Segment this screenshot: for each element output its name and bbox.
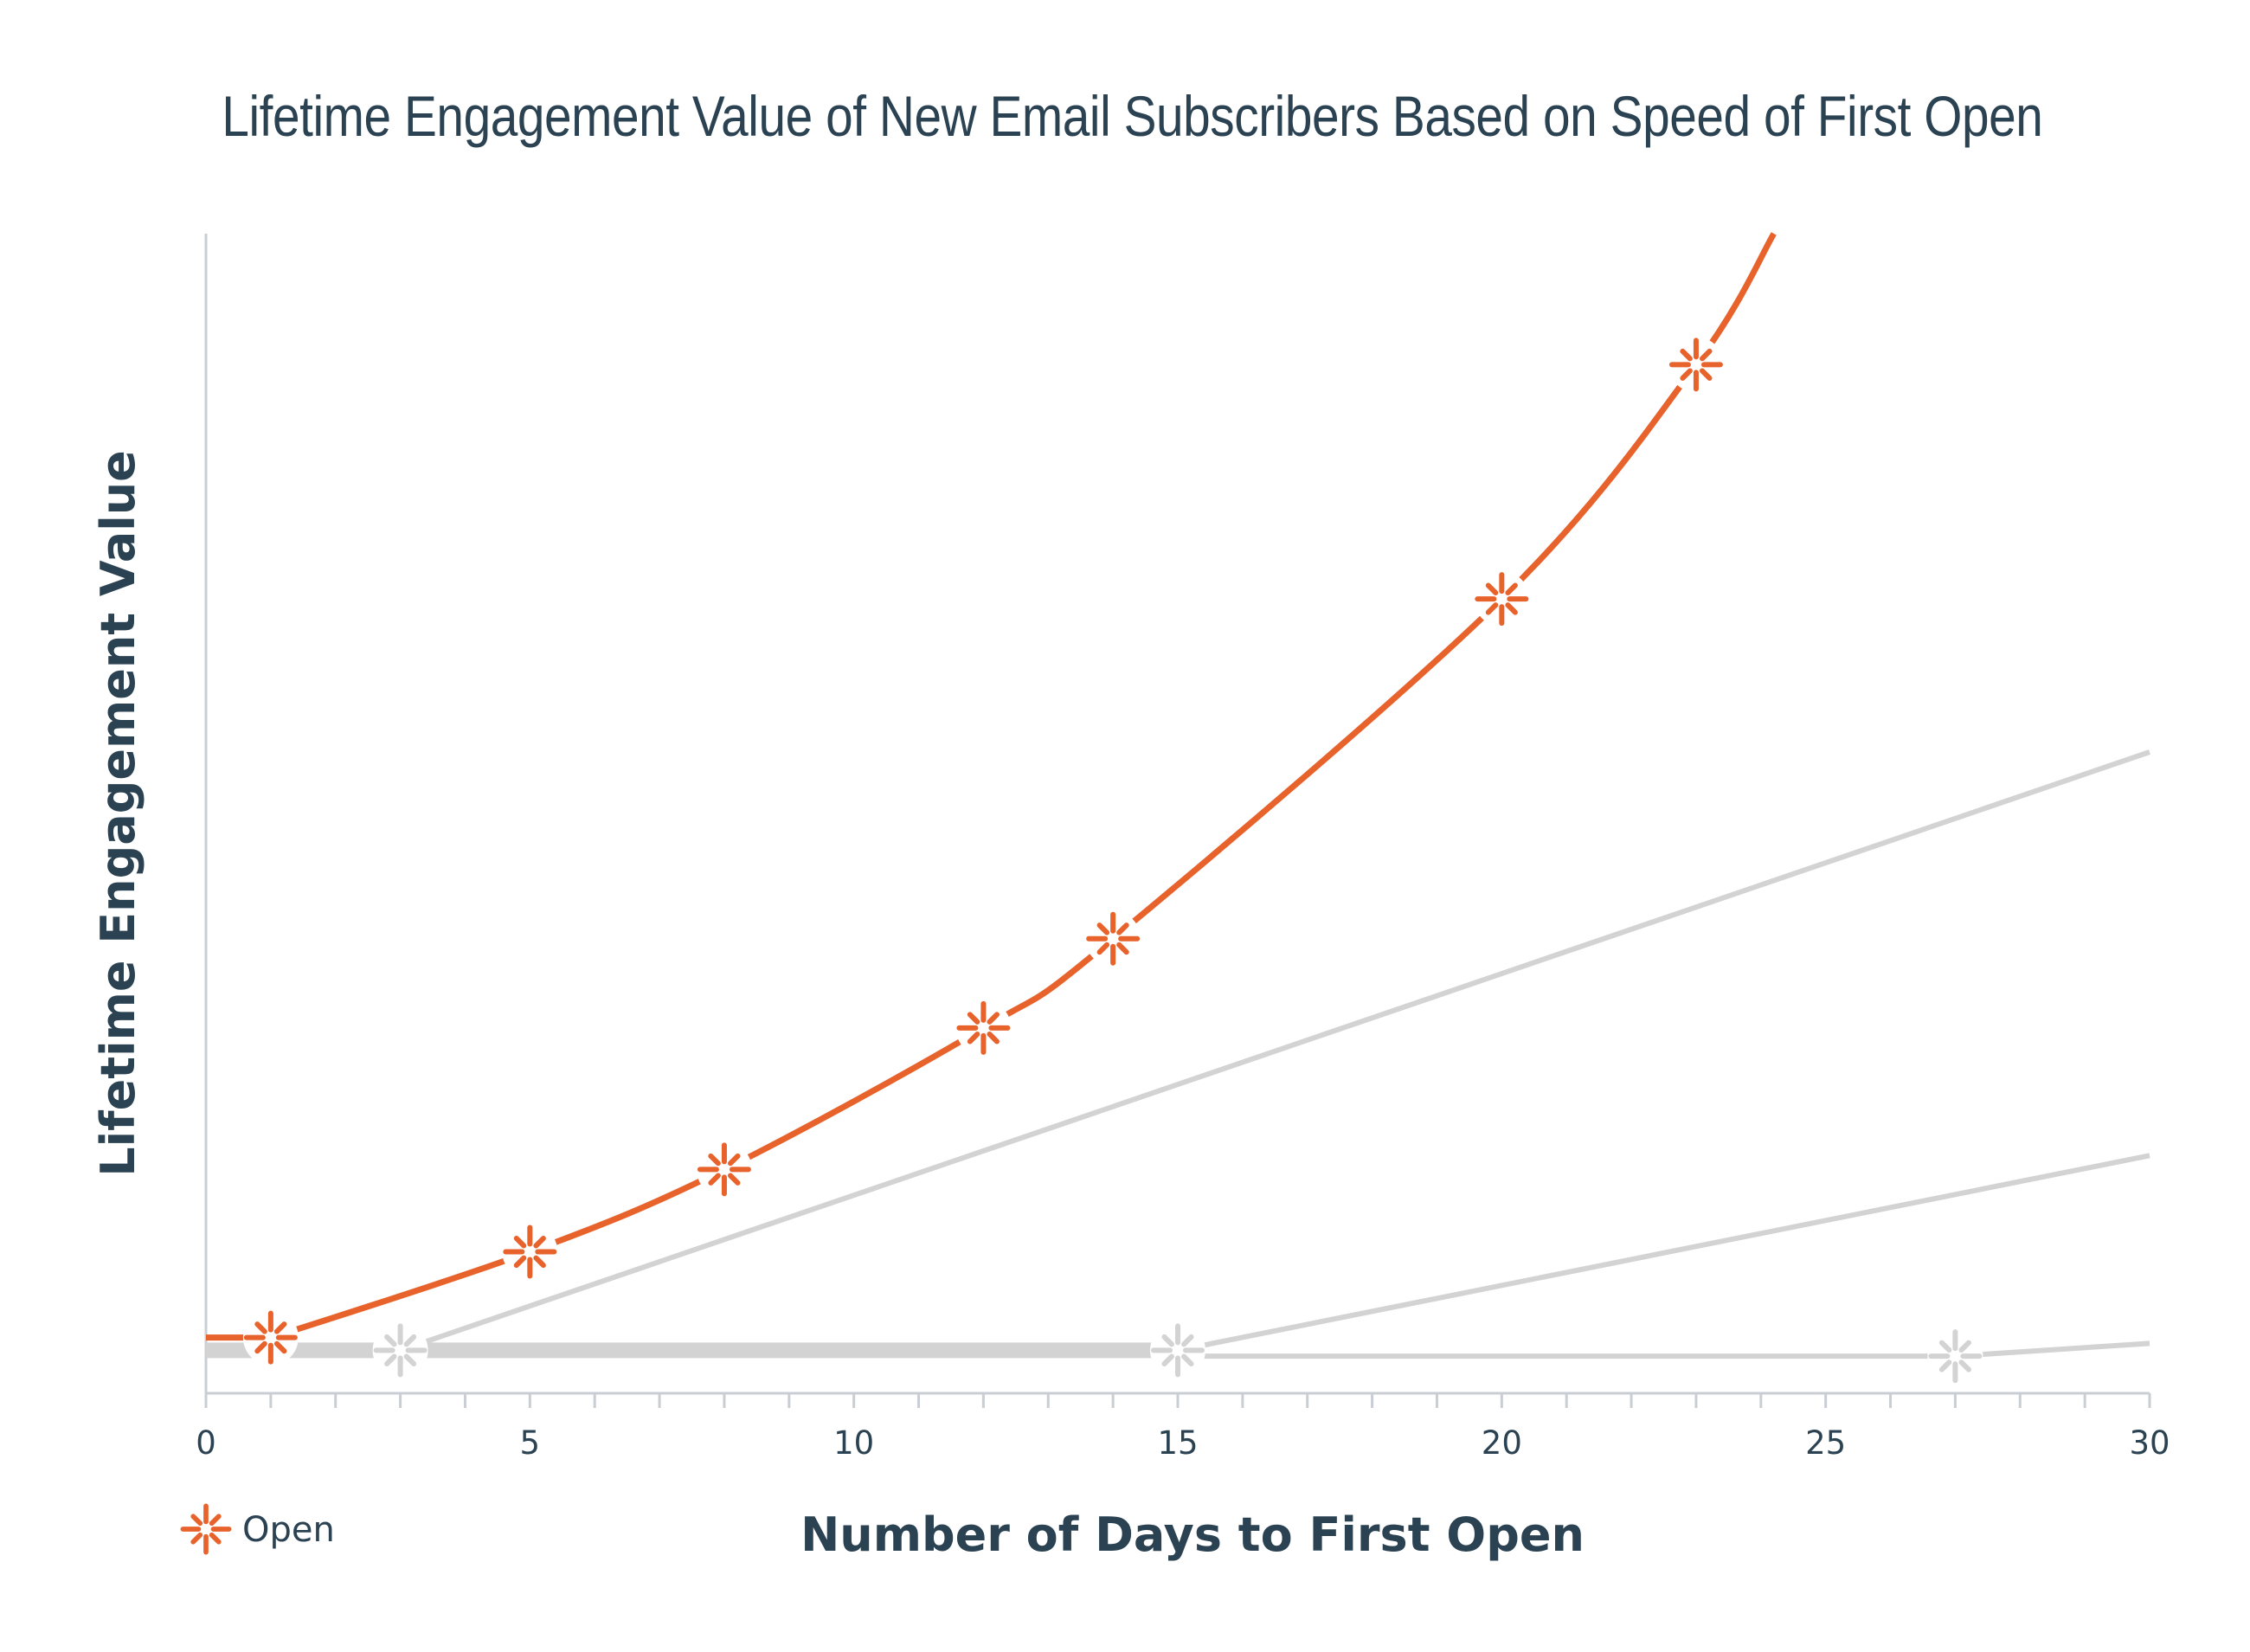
burst-ray (1505, 582, 1518, 596)
burst-ray (403, 1334, 417, 1347)
open-burst-icon (502, 1224, 558, 1280)
y-axis-title: Lifetime Engagement Value (91, 450, 145, 1177)
x-axis-title: Number of Days to First Open (800, 1507, 1585, 1562)
open-series-line (206, 232, 1777, 1341)
burst-ray (1958, 1340, 1971, 1353)
burst-ray (1181, 1334, 1194, 1347)
axes (204, 234, 2151, 1408)
x-tick-label: 10 (833, 1424, 874, 1462)
burst-ray (1938, 1340, 1952, 1353)
burst-ray (1958, 1360, 1971, 1372)
chart-title: Lifetime Engagement Value of New Email S… (222, 84, 2043, 148)
open-series (206, 232, 1777, 1341)
burst-ray (1680, 368, 1693, 381)
baseline-line (399, 749, 2150, 1353)
burst-ray (1096, 922, 1110, 935)
baseline-burst-icon (1927, 1328, 1983, 1385)
baseline-burst-icon (372, 1322, 428, 1379)
tick-labels: 0 5 10 15 20 25 30 (196, 1424, 2170, 1462)
burst-ray (1700, 368, 1713, 381)
open-burst-icon (955, 1000, 1012, 1056)
burst-ray (384, 1334, 397, 1347)
burst-ray (190, 1514, 203, 1527)
legend: Open (179, 1502, 335, 1556)
legend-burst-icon (179, 1502, 233, 1556)
baseline-line (1177, 1153, 2150, 1353)
burst-ray (1161, 1334, 1174, 1347)
burst-ray (1700, 348, 1713, 362)
burst-ray (209, 1532, 222, 1545)
x-tick-label: 15 (1157, 1424, 1198, 1462)
open-burst-icon (242, 1309, 299, 1366)
burst-ray (987, 1012, 1000, 1025)
x-tick-label: 5 (520, 1424, 541, 1462)
burst-ray (967, 1012, 980, 1025)
burst-ray (708, 1153, 721, 1167)
open-burst-icon (1474, 571, 1530, 627)
baseline-burst-icon (1150, 1322, 1205, 1379)
x-tick-label: 0 (196, 1424, 216, 1462)
burst-ray (1505, 602, 1518, 615)
burst-ray (1116, 942, 1129, 955)
burst-ray (1680, 348, 1693, 362)
burst-ray (533, 1235, 546, 1249)
burst-ray (1096, 942, 1110, 955)
burst-ray (1938, 1360, 1952, 1372)
x-tick-label: 20 (1482, 1424, 1522, 1462)
burst-ray (1485, 582, 1499, 596)
burst-ray (967, 1031, 980, 1045)
burst-ray (533, 1255, 546, 1269)
burst-ray (1116, 922, 1129, 935)
open-burst-icon (696, 1141, 752, 1198)
burst-ray (190, 1532, 203, 1545)
x-tick-label: 30 (2129, 1424, 2170, 1462)
legend-burst-icon (179, 1502, 233, 1556)
burst-ray (513, 1235, 527, 1249)
burst-ray (384, 1353, 397, 1366)
burst-ray (254, 1321, 267, 1334)
baseline-line (1955, 1340, 2150, 1360)
burst-ray (209, 1514, 222, 1527)
burst-ray (1161, 1353, 1174, 1366)
baseline-lines (206, 749, 2150, 1360)
burst-ray (728, 1173, 741, 1186)
burst-ray (1485, 602, 1499, 615)
burst-ray (254, 1340, 267, 1354)
burst-ray (513, 1255, 527, 1269)
x-tick-label: 25 (1805, 1424, 1846, 1462)
burst-ray (708, 1173, 721, 1186)
burst-ray (403, 1353, 417, 1366)
legend-label-open: Open (242, 1510, 335, 1550)
markers (242, 337, 1983, 1385)
burst-ray (728, 1153, 741, 1167)
open-burst-icon (1668, 337, 1724, 393)
burst-ray (273, 1321, 287, 1334)
burst-ray (273, 1340, 287, 1354)
burst-ray (1181, 1353, 1194, 1366)
open-burst-icon (1085, 910, 1141, 967)
burst-ray (987, 1031, 1000, 1045)
